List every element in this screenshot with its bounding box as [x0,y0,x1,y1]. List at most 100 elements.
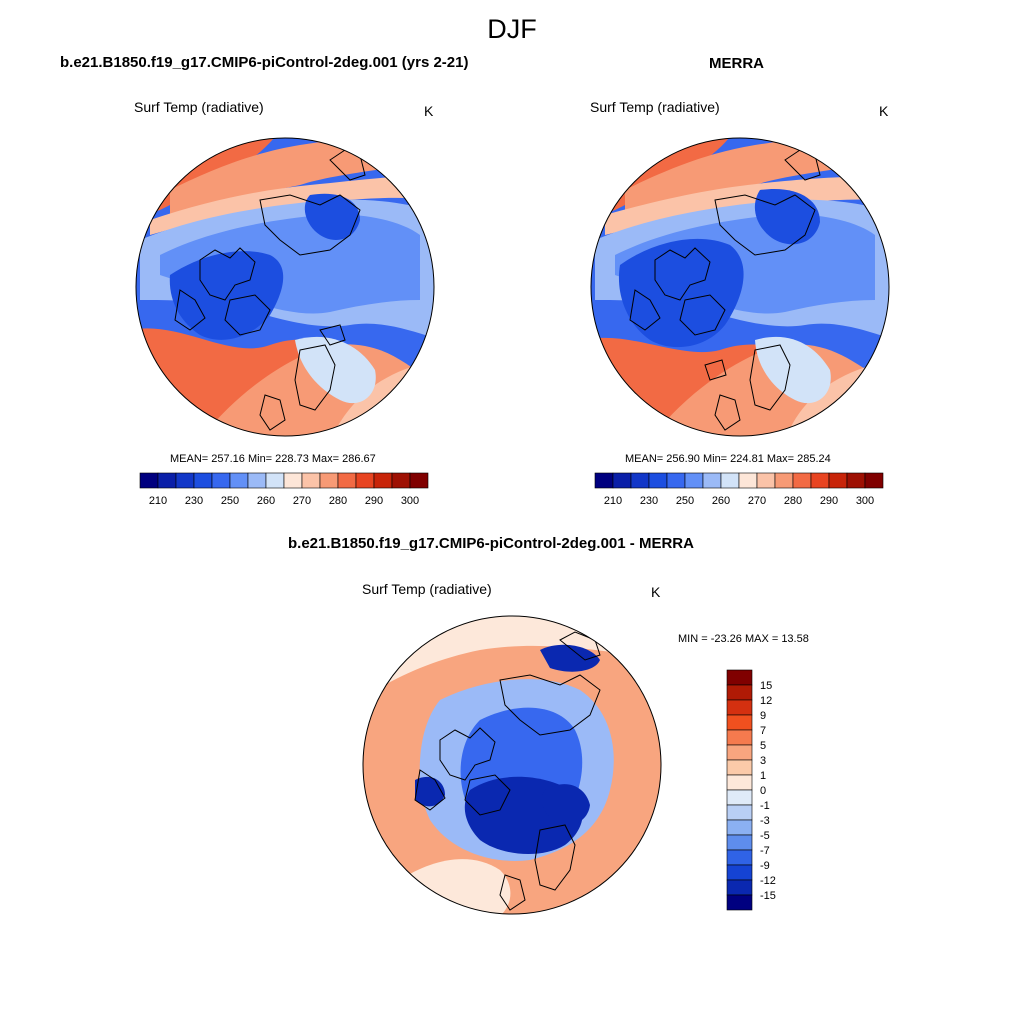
obs-colorbar-tick: 250 [676,495,694,507]
diff-polar-map [363,616,661,914]
obs-units: K [879,103,889,119]
model-stats: MEAN= 257.16 Min= 228.73 Max= 286.67 [170,453,376,465]
model-colorbar-box [373,472,393,489]
diff-colorbar-tick: -1 [760,800,770,812]
diff-colorbar-tick: -9 [760,860,770,872]
model-colorbar-box [319,472,339,489]
diff-colorbar-box [726,669,753,686]
model-colorbar-box [157,472,177,489]
model-colorbar-box [283,472,303,489]
diff-colorbar-box [726,699,753,716]
diff-colorbar-box [726,729,753,746]
diff-dark-blue-east [541,784,590,826]
model-colorbar-tick: 280 [329,495,347,507]
diff-colorbar-tick: 3 [760,755,766,767]
model-colorbar-box [247,472,267,489]
diff-colorbar-tick: -3 [760,815,770,827]
model-cold-core [169,251,284,340]
model-colorbar-tick: 210 [149,495,167,507]
diff-colorbar-tick: -7 [760,845,770,857]
diff-coastlines [414,631,601,911]
figure-title: DJF [487,14,537,44]
diff-colorbar-box [726,894,753,911]
model-colorbar-box [391,472,411,489]
model-colorbar-tick: 270 [293,495,311,507]
diff-colorbar-tick: 1 [760,770,766,782]
obs-colorbar-tick: 280 [784,495,802,507]
diff-colorbar-tick: 12 [760,695,772,707]
diff-colorbar-box [726,849,753,866]
obs-colorbar-box [828,472,848,489]
diff-stats: MIN = -23.26 MAX = 13.58 [678,633,809,645]
diff-colorbar-box [726,864,753,881]
obs-colorbar-box [630,472,650,489]
obs-colorbar-box [720,472,740,489]
diff-colorbar-box [726,744,753,761]
model-colorbar-tick: 300 [401,495,419,507]
model-colorbar-box [139,472,159,489]
obs-colorbar-box [702,472,722,489]
diff-colorbar-tick: 15 [760,680,772,692]
obs-colorbar-tick: 270 [748,495,766,507]
model-map-border [135,137,435,437]
model-colorbar-tick: 260 [257,495,275,507]
diff-colorbar-tick: 9 [760,710,766,722]
obs-panel-title: MERRA [709,55,764,72]
model-colorbar-box [355,472,375,489]
diff-colorbar-box [726,684,753,701]
model-colorbar-tick: 290 [365,495,383,507]
obs-colorbar-box [756,472,776,489]
obs-colorbar-tick: 300 [856,495,874,507]
obs-variable-label: Surf Temp (radiative) [590,99,720,115]
obs-colorbar-box [738,472,758,489]
obs-map-border [590,137,890,437]
obs-greenland [755,336,831,404]
model-variable-label: Surf Temp (radiative) [134,99,264,115]
diff-colorbar-tick: 7 [760,725,766,737]
diff-colorbar-tick: -12 [760,875,776,887]
model-polar-map [136,138,434,436]
model-colorbar-box [301,472,321,489]
diff-colorbar-tick: 5 [760,740,766,752]
diff-colorbar-tick: -5 [760,830,770,842]
model-colorbar-box [229,472,249,489]
diff-colorbar: 15 12 9 7 5 3 1 0 -1 -3 -5 -7 -9 -12 -15 [726,669,776,911]
obs-colorbar-box [810,472,830,489]
model-coastlines [174,149,366,431]
obs-colorbar-box [774,472,794,489]
obs-cold-siberia [754,188,820,245]
diff-colorbar-box [726,759,753,776]
obs-colorbar-tick: 290 [820,495,838,507]
diff-colorbar-box [726,834,753,851]
diff-dark-blue-bering [540,644,600,672]
model-colorbar-box [409,472,429,489]
diff-colorbar-box [726,789,753,806]
model-colorbar-box [337,472,357,489]
diff-variable-label: Surf Temp (radiative) [362,581,492,597]
model-greenland [295,336,376,404]
diff-map-border [362,615,662,915]
diff-colorbar-box [726,879,753,896]
model-colorbar-box [211,472,231,489]
obs-coastlines [629,149,821,431]
obs-polar-map [591,138,889,436]
diff-colorbar-box [726,804,753,821]
obs-colorbar-box [684,472,704,489]
obs-colorbar-box [864,472,884,489]
model-cold-siberia [304,193,360,240]
obs-colorbar-box [792,472,812,489]
model-panel-title: b.e21.B1850.f19_g17.CMIP6-piControl-2deg… [60,54,469,71]
model-colorbar: 210 230 250 260 270 280 290 300 [139,472,429,507]
obs-cold-core [618,238,744,348]
obs-colorbar: 210 230 250 260 270 280 290 300 [594,472,884,507]
diff-colorbar-tick: 0 [760,785,766,797]
diff-colorbar-box [726,819,753,836]
diff-colorbar-box [726,774,753,791]
model-colorbar-box [265,472,285,489]
diff-colorbar-tick: -15 [760,890,776,902]
obs-colorbar-tick: 210 [604,495,622,507]
model-colorbar-tick: 250 [221,495,239,507]
diff-panel-title: b.e21.B1850.f19_g17.CMIP6-piControl-2deg… [288,535,694,552]
obs-colorbar-box [594,472,614,489]
